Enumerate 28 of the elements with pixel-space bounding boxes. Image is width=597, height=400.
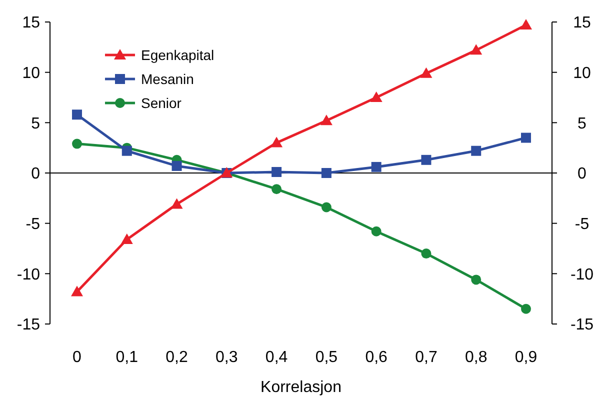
legend-label: Mesanin [141, 70, 194, 87]
y2-tick-label: 0 [578, 166, 587, 183]
y-tick-label: -10 [16, 266, 40, 284]
x-tick-label: 0,5 [315, 349, 338, 366]
x-tick-label: 0,2 [166, 349, 188, 366]
legend-label: Senior [141, 94, 182, 111]
y-tick-label: -15 [16, 316, 40, 334]
y-tick-label: 0 [31, 166, 40, 183]
y2-tick-label: -10 [570, 266, 594, 284]
x-tick-label: 0,1 [116, 349, 138, 366]
y2-tick-label: 10 [573, 64, 591, 82]
x-tick-label: 0 [72, 349, 82, 366]
x-tick-label: 0,9 [514, 349, 538, 366]
legend-label: Egenkapital [141, 46, 214, 63]
y2-tick-label: 15 [573, 14, 591, 32]
y-tick-label: 10 [22, 64, 40, 82]
x-tick-label: 0,3 [216, 349, 238, 366]
y2-tick-label: 5 [578, 115, 587, 132]
y2-tick-label: -15 [570, 316, 594, 334]
x-tick-label: 0,7 [415, 349, 438, 366]
y2-tick-label: -5 [574, 216, 590, 233]
y-tick-label: -5 [26, 216, 40, 233]
y-tick-label: 5 [31, 115, 40, 132]
x-tick-label: 0,6 [365, 349, 388, 366]
y-tick-label: 15 [22, 14, 40, 32]
x-axis-title: Korrelasjon [260, 379, 342, 396]
x-tick-label: 0,8 [464, 349, 488, 366]
x-tick-label: 0,4 [265, 349, 288, 366]
